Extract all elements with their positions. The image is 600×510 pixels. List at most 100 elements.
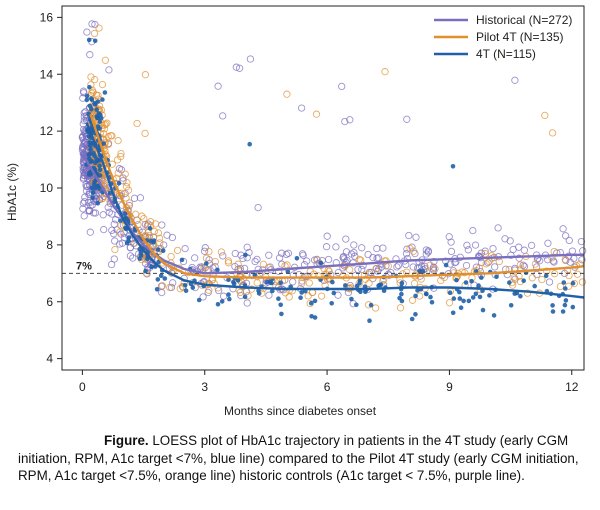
data-point xyxy=(282,250,291,259)
data-point xyxy=(129,254,137,262)
data-point xyxy=(78,133,87,142)
data-point xyxy=(110,255,118,263)
data-point xyxy=(565,271,573,280)
data-point xyxy=(97,163,102,168)
data-point xyxy=(98,195,106,203)
data-point xyxy=(279,311,284,317)
data-point xyxy=(451,296,457,301)
data-point xyxy=(236,288,244,297)
data-point xyxy=(93,185,98,191)
data-point xyxy=(211,262,219,271)
data-point xyxy=(86,51,94,59)
data-point xyxy=(305,279,313,287)
data-point xyxy=(324,255,333,264)
data-point xyxy=(309,314,314,319)
data-point xyxy=(219,252,227,260)
data-point xyxy=(559,225,567,233)
loess-curves-layer xyxy=(81,113,585,299)
data-point xyxy=(173,246,182,255)
data-point xyxy=(154,287,160,292)
data-point xyxy=(347,250,356,258)
data-point xyxy=(122,211,128,216)
data-point xyxy=(274,267,283,275)
data-point xyxy=(408,243,416,251)
data-point xyxy=(415,288,420,293)
data-point xyxy=(143,268,148,274)
data-point xyxy=(357,281,362,286)
data-point xyxy=(87,84,92,90)
data-point xyxy=(151,238,157,243)
data-point xyxy=(314,272,322,280)
data-point xyxy=(578,256,586,264)
data-point xyxy=(447,238,455,246)
data-point xyxy=(227,296,232,302)
data-point xyxy=(243,299,251,307)
data-point xyxy=(426,261,434,269)
data-point xyxy=(217,248,226,256)
data-point xyxy=(100,225,108,234)
data-point xyxy=(84,93,90,99)
data-point xyxy=(563,286,568,291)
data-point xyxy=(363,289,368,295)
data-point xyxy=(215,286,223,295)
data-point xyxy=(294,255,300,261)
data-point xyxy=(403,245,411,253)
data-point xyxy=(92,38,98,44)
caption-text: LOESS plot of HbA1c trajectory in patien… xyxy=(18,433,579,483)
data-point xyxy=(543,273,549,279)
data-point xyxy=(303,257,311,265)
data-point xyxy=(413,312,418,317)
data-point xyxy=(481,247,489,255)
data-point xyxy=(421,262,429,271)
data-point xyxy=(409,263,417,271)
data-point xyxy=(491,263,499,271)
data-point xyxy=(549,257,557,265)
data-point xyxy=(312,315,318,320)
data-point xyxy=(100,97,105,102)
data-point xyxy=(254,203,262,212)
data-point xyxy=(215,302,221,307)
data-point xyxy=(437,276,445,285)
figure-caption: Figure. LOESS plot of HbA1c trajectory i… xyxy=(18,432,588,485)
data-point xyxy=(145,231,154,240)
data-point xyxy=(90,195,95,201)
data-point xyxy=(107,190,113,196)
data-point xyxy=(79,87,88,95)
data-point xyxy=(330,279,335,285)
data-point xyxy=(445,233,453,241)
data-point xyxy=(259,260,268,268)
data-point xyxy=(550,270,559,278)
data-point xyxy=(329,301,335,306)
data-point xyxy=(379,244,387,252)
x-tick-label: 0 xyxy=(79,380,86,394)
data-point xyxy=(196,297,202,303)
data-point xyxy=(97,186,102,192)
data-point xyxy=(251,257,259,266)
data-point xyxy=(126,243,134,252)
data-point xyxy=(247,141,252,147)
data-point xyxy=(124,186,133,194)
data-point xyxy=(562,302,568,308)
data-point xyxy=(204,261,209,266)
data-point xyxy=(97,119,103,124)
data-point xyxy=(113,156,122,164)
data-point xyxy=(532,283,537,289)
data-point xyxy=(150,227,158,236)
data-point xyxy=(450,164,456,169)
data-point xyxy=(270,288,275,294)
data-point xyxy=(299,251,307,259)
data-point xyxy=(308,300,314,306)
y-tick-label: 8 xyxy=(46,238,53,252)
data-point xyxy=(214,82,222,90)
data-point xyxy=(494,274,499,280)
data-point xyxy=(563,298,569,303)
data-point xyxy=(88,159,93,165)
data-point xyxy=(403,115,411,123)
data-point xyxy=(528,274,536,282)
data-point xyxy=(365,279,373,287)
data-point xyxy=(96,111,102,116)
data-point xyxy=(482,260,490,268)
data-point xyxy=(94,156,99,161)
data-point xyxy=(349,296,354,302)
data-point xyxy=(275,254,284,262)
